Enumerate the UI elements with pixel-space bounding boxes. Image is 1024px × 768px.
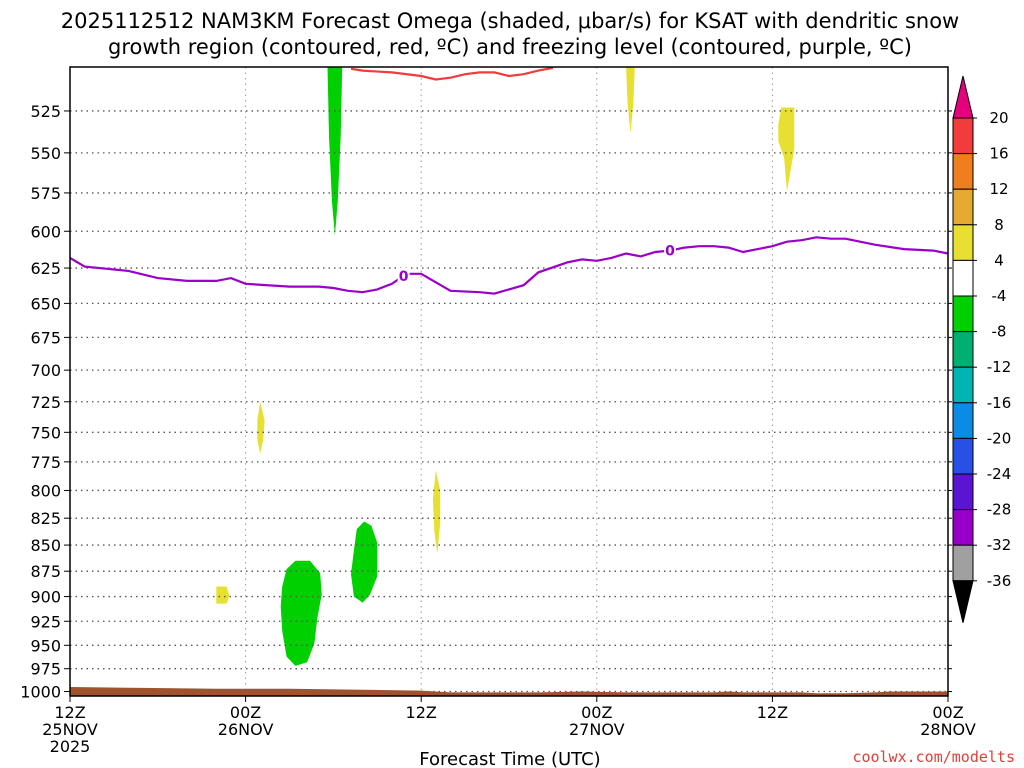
x-tick-label-1-0: 00Z (230, 703, 261, 722)
x-tick-label-3-1: 27NOV (569, 720, 625, 739)
colorbar-label-6: -8 (992, 323, 1007, 341)
omega-region-6 (432, 470, 441, 554)
omega-region-0 (327, 67, 343, 236)
x-tick-label-0-1: 25NOV (42, 720, 98, 739)
omega-region-5 (257, 401, 265, 454)
surface-terrain (70, 687, 948, 696)
colorbar-swatch-11 (952, 509, 974, 546)
colorbar-swatch-0 (952, 117, 974, 155)
omega-region-1 (280, 560, 322, 666)
y-tick-label-900: 900 (30, 588, 61, 607)
colorbar-label-11: -28 (987, 501, 1012, 519)
colorbar-swatch-12 (952, 544, 974, 582)
colorbar-label-0: 20 (989, 109, 1008, 127)
freezing-level-label-0: 0 (399, 269, 409, 285)
x-tick-label-0-0: 12Z (54, 703, 85, 722)
y-tick-label-975: 975 (30, 660, 61, 679)
colorbar-swatch-1 (952, 153, 974, 190)
colorbar-label-1: 16 (989, 145, 1008, 163)
x-axis-label: Forecast Time (UTC) (419, 749, 600, 768)
freezing-level-line (69, 236, 949, 295)
dgz-contour-line (350, 67, 554, 81)
colorbar-label-5: -4 (992, 287, 1007, 305)
chart-title-line2: growth region (contoured, red, ºC) and f… (108, 35, 912, 59)
y-tick-label-850: 850 (30, 536, 61, 555)
y-tick-label-725: 725 (30, 393, 61, 412)
colorbar-label-13: -36 (987, 572, 1012, 590)
colorbar-label-7: -12 (987, 358, 1012, 376)
y-tick-label-825: 825 (30, 509, 61, 528)
colorbar-swatch-7 (952, 366, 974, 404)
y-tick-label-550: 550 (30, 144, 61, 163)
colorbar-label-4: 4 (994, 251, 1004, 269)
colorbar-swatch-6 (952, 331, 974, 368)
colorbar-label-9: -20 (987, 429, 1012, 447)
omega-region-3 (626, 67, 635, 133)
colorbar-arrow-top (952, 75, 974, 119)
x-tick-label-2-0: 12Z (406, 703, 437, 722)
y-tick-label-800: 800 (30, 481, 61, 500)
colorbar-swatch-4 (952, 259, 974, 297)
y-tick-label-600: 600 (30, 222, 61, 241)
color-legend: 20 16 12 8 4 -4 -8 -12 -16 -20 -24 -28 -32 -36 (952, 75, 1012, 623)
y-tick-label-950: 950 (30, 636, 61, 655)
y-tick-label-575: 575 (30, 184, 61, 203)
colorbar-swatch-8 (952, 402, 974, 439)
y-tick-label-650: 650 (30, 294, 61, 313)
x-tick-label-5-0: 00Z (932, 703, 963, 722)
y-tick-label-625: 625 (30, 259, 61, 278)
plot-area: 0 0 525 550 575 600 625 650 675 700 725 750 775 800 82… (20, 66, 976, 756)
freezing-level-label-1: 0 (665, 244, 675, 260)
x-tick-label-0-2: 2025 (50, 737, 91, 756)
y-tick-label-925: 925 (30, 612, 61, 631)
omega-region-4 (778, 107, 795, 192)
colorbar-label-8: -16 (987, 394, 1012, 412)
y-tick-label-675: 675 (30, 328, 61, 347)
x-tick-label-1-1: 26NOV (218, 720, 274, 739)
y-tick-label-700: 700 (30, 361, 61, 380)
colorbar-label-12: -32 (987, 536, 1012, 554)
freezing-label-bg-0 (397, 267, 410, 284)
colorbar-swatch-9 (952, 437, 974, 475)
plot-frame (69, 66, 949, 697)
colorbar-arrow-bottom (952, 580, 974, 623)
x-tick-label-4-0: 12Z (757, 703, 788, 722)
colorbar-swatch-3 (952, 224, 974, 261)
omega-region-2 (351, 521, 378, 603)
y-tick-label-1000: 1000 (20, 683, 61, 702)
y-tick-label-750: 750 (30, 423, 61, 442)
colorbar-swatch-5 (952, 295, 974, 333)
colorbar-label-2: 12 (989, 180, 1008, 198)
colorbar-label-10: -24 (987, 465, 1012, 483)
y-tick-label-875: 875 (30, 562, 61, 581)
chart-title-line1: 2025112512 NAM3KM Forecast Omega (shaded… (61, 9, 959, 33)
colorbar-label-3: 8 (994, 216, 1004, 234)
y-tick-label-775: 775 (30, 453, 61, 472)
colorbar-swatch-10 (952, 473, 974, 511)
colorbar-swatch-2 (952, 188, 974, 226)
x-tick-label-5-1: 28NOV (920, 720, 976, 739)
credit-text: coolwx.com/modelts (852, 748, 1015, 766)
omega-region-7 (216, 586, 230, 604)
freezing-label-bg-1 (663, 242, 676, 259)
x-tick-label-3-0: 00Z (581, 703, 612, 722)
y-tick-label-525: 525 (30, 102, 61, 121)
